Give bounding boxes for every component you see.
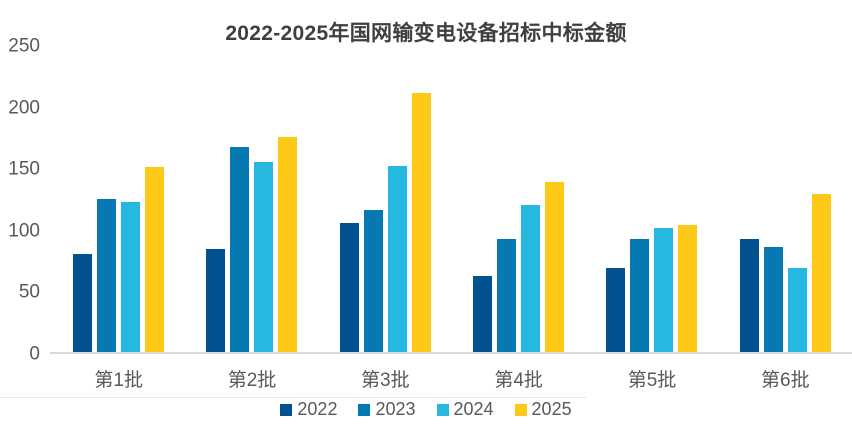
bar-2025 xyxy=(545,181,565,354)
legend-label: 2024 xyxy=(453,399,494,419)
bar-2024 xyxy=(121,202,141,354)
legend-swatch-icon xyxy=(514,403,527,416)
x-axis-line xyxy=(50,352,852,354)
bar-2025 xyxy=(278,137,298,354)
x-axis-category-label: 第3批 xyxy=(361,370,410,391)
bar-2023 xyxy=(363,209,383,354)
y-axis-tick-label: 0 xyxy=(29,343,40,365)
bar-2022 xyxy=(739,239,759,354)
bar-2023 xyxy=(97,198,117,354)
bar-2025 xyxy=(145,166,165,354)
bar-2023 xyxy=(230,147,250,354)
legend-swatch-icon xyxy=(358,403,371,416)
y-axis-tick-label: 100 xyxy=(8,220,40,242)
bar-2023 xyxy=(630,239,650,354)
bar-group xyxy=(585,46,718,354)
bar-2024 xyxy=(521,204,541,354)
legend-item-2024: 2024 xyxy=(436,399,494,420)
x-axis-category-label: 第1批 xyxy=(94,370,143,391)
y-axis-tick-label: 250 xyxy=(8,35,40,57)
bar-2023 xyxy=(497,239,517,354)
bar-2024 xyxy=(387,165,407,354)
bar-2023 xyxy=(763,246,783,354)
x-axis-category-label: 第4批 xyxy=(494,370,543,391)
x-axis-labels: 第1批 第2批 第3批 第4批 第5批 第6批 xyxy=(52,370,852,393)
legend-swatch-icon xyxy=(280,403,293,416)
legend-label: 2023 xyxy=(375,399,416,419)
separator-line xyxy=(0,397,586,398)
legend-item-2023: 2023 xyxy=(358,399,416,420)
bar-2024 xyxy=(787,267,807,354)
legend-item-2025: 2025 xyxy=(514,399,572,420)
bar-group xyxy=(52,46,185,354)
bar-2022 xyxy=(73,254,93,354)
x-axis-category-label: 第6批 xyxy=(761,370,810,391)
bar-2022 xyxy=(473,276,493,354)
legend: 2022 2023 2024 2025 xyxy=(0,399,852,420)
legend-label: 2022 xyxy=(297,399,338,419)
bar-2025 xyxy=(678,224,698,354)
legend-swatch-icon xyxy=(436,403,449,416)
bar-2022 xyxy=(206,249,226,354)
bar-2025 xyxy=(811,193,831,354)
legend-label: 2025 xyxy=(531,399,572,419)
y-axis-tick-label: 50 xyxy=(18,281,40,303)
bar-group xyxy=(185,46,318,354)
chart-title: 2022-2025年国网输变电设备招标中标金额 xyxy=(225,22,627,45)
y-axis-tick-label: 150 xyxy=(8,158,40,180)
bar-group xyxy=(452,46,585,354)
bar-group xyxy=(719,46,852,354)
bar-2022 xyxy=(606,267,626,354)
x-axis-category-label: 第2批 xyxy=(227,370,277,391)
bar-group xyxy=(319,46,452,354)
bar-2025 xyxy=(411,92,431,354)
bar-2024 xyxy=(654,228,674,354)
bar-2024 xyxy=(254,161,274,354)
x-axis-category-label: 第5批 xyxy=(627,370,677,391)
plot-area xyxy=(52,46,852,354)
y-axis-tick-label: 200 xyxy=(8,97,40,119)
legend-item-2022: 2022 xyxy=(280,399,337,420)
bar-2022 xyxy=(339,223,359,354)
